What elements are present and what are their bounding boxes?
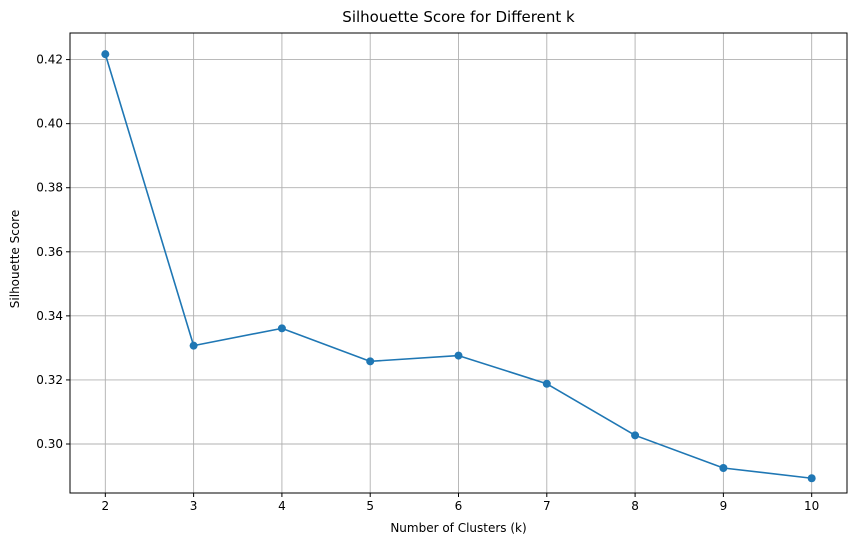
data-point [542,379,551,388]
grid-lines [70,33,847,493]
x-tick-label: 9 [720,499,728,513]
data-point [454,351,463,360]
x-tick-label: 10 [804,499,819,513]
data-point [277,324,286,333]
y-tick-label: 0.30 [36,437,63,451]
x-tick-label: 4 [278,499,286,513]
data-point [189,341,198,350]
data-point [631,431,640,440]
series-layer [101,50,816,483]
x-tick-label: 3 [190,499,198,513]
x-tick-label: 6 [455,499,463,513]
y-tick-label: 0.36 [36,245,63,259]
y-tick-label: 0.40 [36,117,63,131]
x-axis-label: Number of Clusters (k) [390,521,526,535]
x-axis-ticks: 2 3 4 5 6 7 8 9 10 [101,493,819,513]
data-point [719,464,728,473]
x-tick-label: 7 [543,499,551,513]
y-axis-label: Silhouette Score [8,210,22,308]
chart-title: Silhouette Score for Different k [342,8,575,26]
data-point [101,50,110,59]
data-point [807,474,816,483]
x-tick-label: 2 [101,499,109,513]
x-tick-label: 8 [631,499,639,513]
y-axis-ticks: 0.30 0.32 0.34 0.36 0.38 0.40 0.42 [36,53,70,451]
y-tick-label: 0.38 [36,181,63,195]
data-point [366,357,375,366]
y-tick-label: 0.32 [36,373,63,387]
y-tick-label: 0.42 [36,53,63,67]
x-tick-label: 5 [366,499,374,513]
y-tick-label: 0.34 [36,309,63,323]
